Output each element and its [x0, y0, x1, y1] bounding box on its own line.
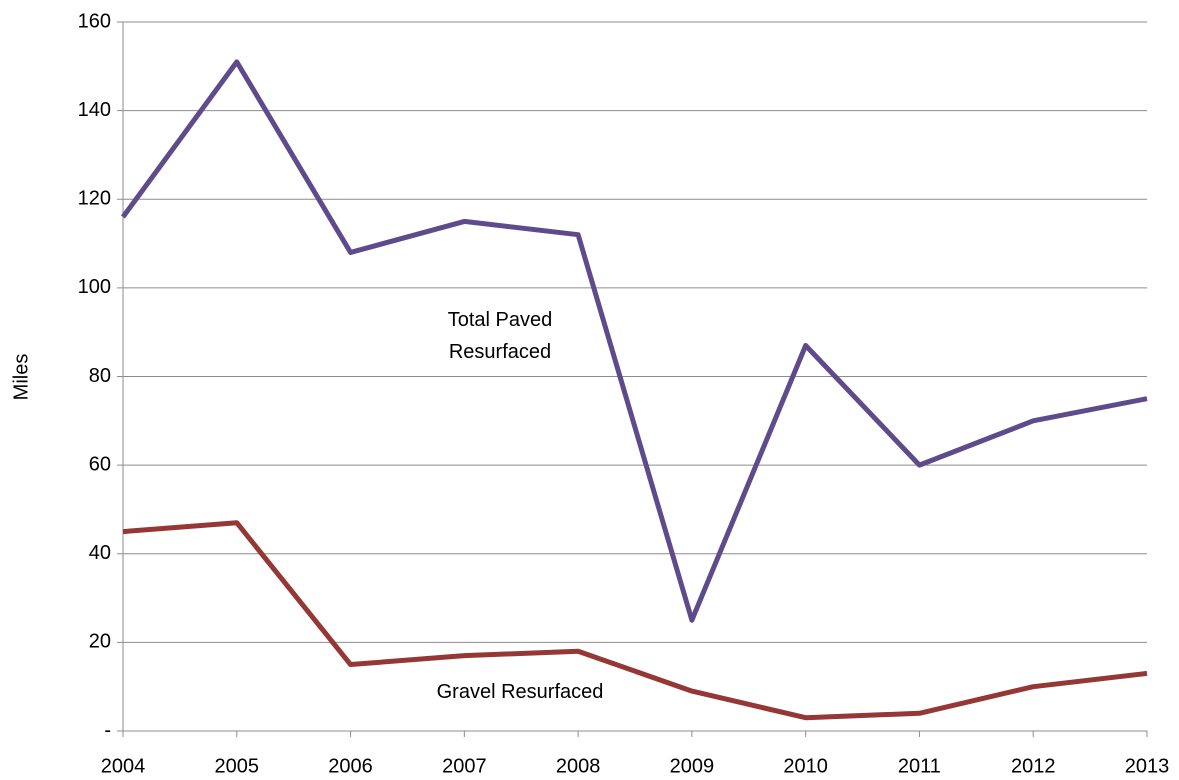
y-tick-label: 60: [89, 453, 111, 475]
x-tick-label: 2004: [101, 755, 146, 777]
y-tick-label: 140: [78, 99, 111, 121]
y-tick-label: 160: [78, 10, 111, 32]
series-line: [122, 520, 1148, 721]
y-axis-label: Miles: [10, 354, 32, 401]
x-tick-label: 2009: [670, 755, 715, 777]
y-tick-label: 80: [89, 365, 111, 387]
x-tick-label: 2011: [898, 755, 941, 777]
x-tick-label: 2006: [328, 755, 373, 777]
y-tick-label: 20: [89, 631, 111, 653]
x-tick-label: 2012: [1011, 755, 1056, 777]
y-tick-label: 120: [78, 188, 111, 210]
y-tick-label: -: [104, 719, 111, 741]
x-tick-label: 2010: [783, 755, 828, 777]
x-tick-label: 2005: [215, 755, 260, 777]
series-label: Gravel Resurfaced: [436, 681, 604, 703]
x-tick-label: 2007: [442, 755, 487, 777]
x-tick-label: 2013: [1125, 755, 1170, 777]
y-tick-label: 100: [78, 276, 111, 298]
x-tick-label: 2008: [556, 755, 601, 777]
y-tick-label: 40: [89, 542, 111, 564]
series-line: [120, 59, 1148, 623]
series-label: Total Paved Resurfaced: [447, 309, 553, 363]
